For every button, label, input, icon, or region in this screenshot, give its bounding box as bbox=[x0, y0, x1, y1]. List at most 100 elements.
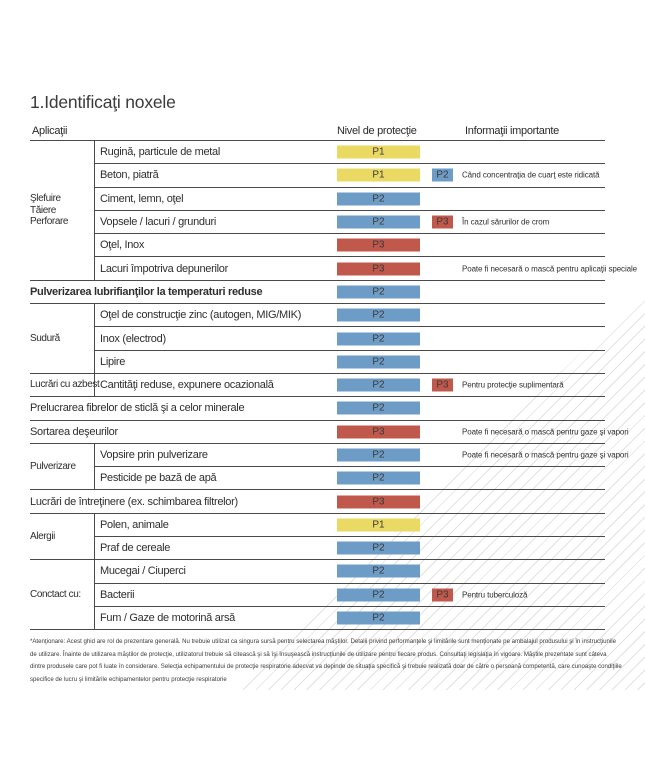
group-label: Pulverizare bbox=[30, 444, 94, 490]
header-protection-level: Nivel de protecţie bbox=[337, 125, 417, 137]
protection-level-bar: P2 bbox=[337, 564, 420, 578]
protection-level-bar: P2 bbox=[337, 308, 420, 322]
row-note: Poate fi necesară o mască pentru gaze şi… bbox=[462, 427, 629, 437]
row-label: Oţel de construcţie zinc (autogen, MIG/M… bbox=[100, 309, 302, 322]
row-label: Bacterii bbox=[100, 588, 135, 601]
group-label-line: Pulverizare bbox=[30, 460, 76, 472]
table-row: Sortarea deşeurilor P3 Poate fi necesară o… bbox=[30, 421, 629, 443]
table-section: Lucrări cu azbest Cantităţi reduse, expun… bbox=[30, 372, 605, 397]
row-label: Mucegai / Ciuperci bbox=[100, 565, 186, 578]
table-row: Vopsele / lacuri / grunduri P2 P3 În cazul … bbox=[95, 209, 605, 233]
table-section: Sortarea deşeurilor P3 Poate fi necesară o… bbox=[30, 419, 629, 443]
row-note: În cazul sărurilor de crom bbox=[462, 217, 550, 227]
rows-column: Cantităţi reduse, expunere ocazională P2 P… bbox=[94, 373, 605, 397]
table-section: Sudură Oţel de construcţie zinc (autogen,… bbox=[30, 303, 605, 373]
table-row: Praf de cereale P2 bbox=[95, 536, 605, 559]
group-label-line: Şlefuire bbox=[30, 193, 61, 205]
row-label: Pesticide pe bază de apă bbox=[100, 472, 217, 485]
table-row: Vopsire prin pulverizare P2 Poate fi neces… bbox=[95, 444, 629, 466]
table-row: Pulverizarea lubrifianţilor la temperatu… bbox=[30, 281, 605, 303]
footnote: *Atenţionare: Acest ghid are rol de prez… bbox=[30, 636, 622, 686]
protection-level-bar: P2 bbox=[337, 355, 420, 369]
footnote-line: dintre produsele care pot fi luate în co… bbox=[30, 663, 622, 671]
protection-level-badge: P2 bbox=[432, 168, 453, 182]
rows-column: Rugină, particule de metal P1 Beton, piatr… bbox=[94, 141, 637, 280]
table-row: Beton, piatră P1 P2 Când concentraţia de cu… bbox=[95, 163, 605, 186]
row-label: Ciment, lemn, oţel bbox=[100, 192, 184, 205]
protection-level-bar: P3 bbox=[337, 425, 420, 439]
rows-column: Mucegai / Ciuperci P2 Bacterii P2 P3 Pentru t… bbox=[94, 560, 605, 630]
table-row: Polen, animale P1 bbox=[95, 514, 605, 536]
group-label-line: Lucrări cu azbest bbox=[30, 379, 100, 391]
table-section: Alergii Polen, animale P1 Praf de cereale P2 bbox=[30, 512, 605, 560]
page-title: 1.Identificaţi noxele bbox=[30, 92, 176, 112]
row-label: Inox (electrod) bbox=[100, 332, 166, 345]
protection-level-badge: P3 bbox=[432, 378, 453, 392]
protection-level-bar: P2 bbox=[337, 215, 420, 229]
protection-level-bar: P1 bbox=[337, 145, 420, 159]
group-label: Alergii bbox=[30, 514, 94, 560]
table-header: Aplicaţii Nivel de protecţie Informaţii … bbox=[30, 120, 605, 141]
table-section: Lucrări de întreţinere (ex. schimbarea f… bbox=[30, 489, 605, 512]
protection-level-bar: P3 bbox=[337, 238, 420, 252]
table-section: Conctact cu: Mucegai / Ciuperci P2 Bacterii… bbox=[30, 559, 605, 630]
row-note: Când concentraţia de cuarţ este ridicată bbox=[462, 170, 600, 180]
footnote-line: specifice de lucru şi limitările echipam… bbox=[30, 675, 227, 683]
protection-level-badge: P3 bbox=[432, 588, 453, 602]
row-label: Pulverizarea lubrifianţilor la temperatu… bbox=[30, 285, 263, 298]
footnote-line: *Atenţionare: Acest ghid are rol de prez… bbox=[30, 638, 616, 645]
group-label-line: Tăiere bbox=[30, 204, 56, 216]
protection-level-bar: P2 bbox=[337, 192, 420, 206]
table-row: Lucrări de întreţinere (ex. schimbarea f… bbox=[30, 490, 605, 512]
table-row: Mucegai / Ciuperci P2 bbox=[95, 560, 605, 582]
group-label-line: Perforare bbox=[30, 216, 69, 228]
table-row: Cantităţi reduse, expunere ocazională P2 P… bbox=[95, 374, 605, 396]
protection-level-bar: P2 bbox=[337, 285, 420, 299]
protection-level-bar: P3 bbox=[337, 495, 420, 509]
protection-level-bar: P2 bbox=[337, 611, 420, 625]
row-label: Lipire bbox=[100, 355, 126, 368]
table-section: Pulverizare Vopsire prin pulverizare P2 Poa… bbox=[30, 442, 629, 490]
protection-level-bar: P2 bbox=[337, 448, 420, 462]
table-row: Prelucrarea fibrelor de sticlă şi a celo… bbox=[30, 397, 605, 419]
rows-column: Pulverizarea lubrifianţilor la temperatu… bbox=[30, 281, 605, 303]
protection-level-bar: P3 bbox=[337, 262, 420, 276]
header-applications: Aplicaţii bbox=[32, 125, 68, 137]
table-section: Prelucrarea fibrelor de sticlă şi a celo… bbox=[30, 396, 605, 419]
row-label: Sortarea deşeurilor bbox=[30, 425, 118, 438]
rows-column: Polen, animale P1 Praf de cereale P2 bbox=[94, 513, 605, 560]
table-section: Pulverizarea lubrifianţilor la temperatu… bbox=[30, 279, 605, 303]
table-row: Rugină, particule de metal P1 bbox=[95, 141, 605, 163]
footnote-line: de utilizare. Înainte de utilizarea măşt… bbox=[30, 650, 607, 658]
group-label: Lucrări cu azbest bbox=[30, 374, 100, 396]
protection-level-bar: P2 bbox=[337, 588, 420, 602]
row-note: Poate fi necesară o mască pentru gaze şi… bbox=[462, 450, 629, 460]
row-label: Rugină, particule de metal bbox=[100, 146, 220, 159]
row-label: Beton, piatră bbox=[100, 169, 159, 182]
table-row: Oţel, Inox P3 bbox=[95, 233, 605, 256]
table-row: Fum / Gaze de motorină arsă P2 bbox=[95, 605, 605, 629]
row-label: Fum / Gaze de motorină arsă bbox=[100, 612, 235, 625]
protection-level-bar: P2 bbox=[337, 332, 420, 346]
row-label: Lucrări de întreţinere (ex. schimbarea f… bbox=[30, 495, 238, 508]
row-note: Poate fi necesară o mască pentru aplicaţ… bbox=[462, 264, 638, 274]
protection-level-bar: P1 bbox=[337, 518, 420, 532]
group-label: Conctact cu: bbox=[30, 560, 94, 629]
table-section: Şlefuire Tăiere Perforare Rugină, particule… bbox=[30, 141, 637, 280]
table-row: Inox (electrod) P2 bbox=[95, 326, 605, 349]
row-label: Praf de cereale bbox=[100, 542, 171, 555]
table-row: Lacuri împotriva depunerilor P3 Poate fi n… bbox=[95, 256, 637, 279]
row-label: Polen, animale bbox=[100, 518, 169, 531]
protection-level-bar: P2 bbox=[337, 401, 420, 415]
group-label: Sudură bbox=[30, 304, 94, 373]
row-label: Vopsire prin pulverizare bbox=[100, 449, 208, 461]
row-label: Prelucrarea fibrelor de sticlă şi a celo… bbox=[30, 402, 245, 415]
table-row: Oţel de construcţie zinc (autogen, MIG/M… bbox=[95, 304, 605, 326]
table-row: Lipire P2 bbox=[95, 349, 605, 373]
group-label-line: Conctact cu: bbox=[30, 589, 81, 601]
row-label: Oţel, Inox bbox=[100, 239, 145, 252]
row-label: Vopsele / lacuri / grunduri bbox=[100, 216, 217, 229]
table-row: Pesticide pe bază de apă P2 bbox=[95, 466, 605, 489]
hazard-table-body: Şlefuire Tăiere Perforare Rugină, particule… bbox=[30, 141, 637, 631]
